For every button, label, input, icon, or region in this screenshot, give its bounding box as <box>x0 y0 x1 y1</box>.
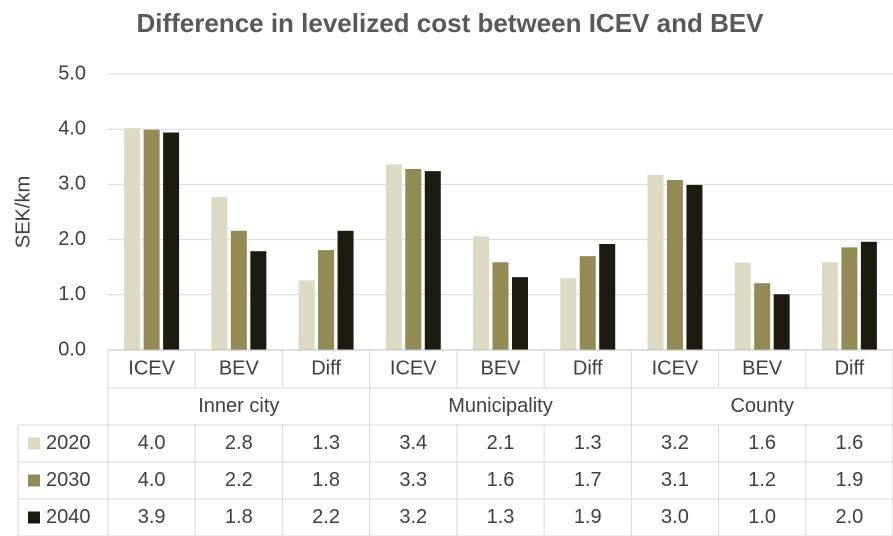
bar <box>821 262 838 350</box>
bar <box>211 197 228 350</box>
x-tick-label: BEV <box>742 357 783 379</box>
group-label: Inner city <box>198 395 279 417</box>
table-cell: 1.0 <box>748 506 776 528</box>
y-tick-label: 4.0 <box>58 117 86 139</box>
table-cell: 1.6 <box>487 469 515 491</box>
bar <box>124 128 141 350</box>
legend-key <box>28 437 40 450</box>
bar <box>143 129 160 350</box>
table-cell: 1.3 <box>487 506 515 528</box>
bar <box>473 236 489 350</box>
bar <box>773 294 790 350</box>
bar <box>512 277 528 350</box>
x-tick-label: Diff <box>835 357 865 379</box>
legend-label: 2030 <box>46 469 91 491</box>
bar <box>424 171 441 350</box>
table-cell: 2.2 <box>225 469 253 491</box>
legend-key <box>28 511 40 524</box>
table-cell: 1.8 <box>225 506 253 528</box>
x-tick-label: BEV <box>219 357 260 379</box>
legend-label: 2020 <box>46 432 91 454</box>
table-cell: 3.9 <box>138 506 166 528</box>
table-cell: 4.0 <box>138 432 166 454</box>
bar <box>337 230 354 350</box>
table-cell: 4.0 <box>138 469 166 491</box>
bar <box>230 230 247 350</box>
x-tick-label: ICEV <box>128 357 175 379</box>
table-cell: 1.3 <box>574 432 602 454</box>
bar <box>647 175 664 350</box>
x-tick-label: Diff <box>311 357 341 379</box>
group-label: County <box>730 395 793 417</box>
x-tick-label: ICEV <box>652 357 699 379</box>
bar <box>686 184 703 350</box>
table-cell: 3.3 <box>399 469 427 491</box>
table-cell: 3.2 <box>399 506 427 528</box>
table-cell: 2.8 <box>225 432 253 454</box>
table-cell: 1.3 <box>312 432 340 454</box>
table-cell: 2.0 <box>835 506 863 528</box>
table-cell: 1.9 <box>574 506 602 528</box>
y-tick-label: 5.0 <box>58 62 86 84</box>
bar <box>599 244 616 350</box>
bar <box>298 280 315 350</box>
y-tick-label: 1.0 <box>58 283 86 305</box>
bar <box>734 262 751 350</box>
y-tick-label: 2.0 <box>58 228 86 250</box>
table-cell: 3.0 <box>661 506 689 528</box>
table-cell: 2.2 <box>312 506 340 528</box>
x-tick-label: Diff <box>573 357 603 379</box>
group-label: Municipality <box>448 395 552 417</box>
legend-label: 2040 <box>46 506 91 528</box>
bar <box>860 241 877 350</box>
bar <box>841 247 858 350</box>
bar <box>492 262 509 350</box>
bar <box>163 132 180 350</box>
bar <box>666 179 683 350</box>
y-tick-label: 0.0 <box>58 338 86 360</box>
table-cell: 1.7 <box>574 469 602 491</box>
table-cell: 3.2 <box>661 432 689 454</box>
table-cell: 1.6 <box>835 432 863 454</box>
x-tick-label: BEV <box>480 357 521 379</box>
table-cell: 1.2 <box>748 469 776 491</box>
bar <box>250 251 267 350</box>
table-cell: 2.1 <box>487 432 515 454</box>
bar <box>385 164 402 350</box>
table-cell: 3.4 <box>399 432 427 454</box>
bar <box>754 283 771 350</box>
y-axis-label: SEK/km <box>12 176 34 248</box>
legend-key <box>28 474 40 487</box>
table-cell: 1.6 <box>748 432 776 454</box>
x-tick-label: ICEV <box>390 357 437 379</box>
table-cell: 1.8 <box>312 469 340 491</box>
table-cell: 3.1 <box>661 469 689 491</box>
y-tick-label: 3.0 <box>58 173 86 195</box>
bar <box>318 250 335 350</box>
bar <box>560 278 577 350</box>
table-cell: 1.9 <box>835 469 863 491</box>
bar <box>405 168 422 350</box>
chart-title: Difference in levelized cost between ICE… <box>136 8 764 38</box>
bar <box>579 256 596 350</box>
